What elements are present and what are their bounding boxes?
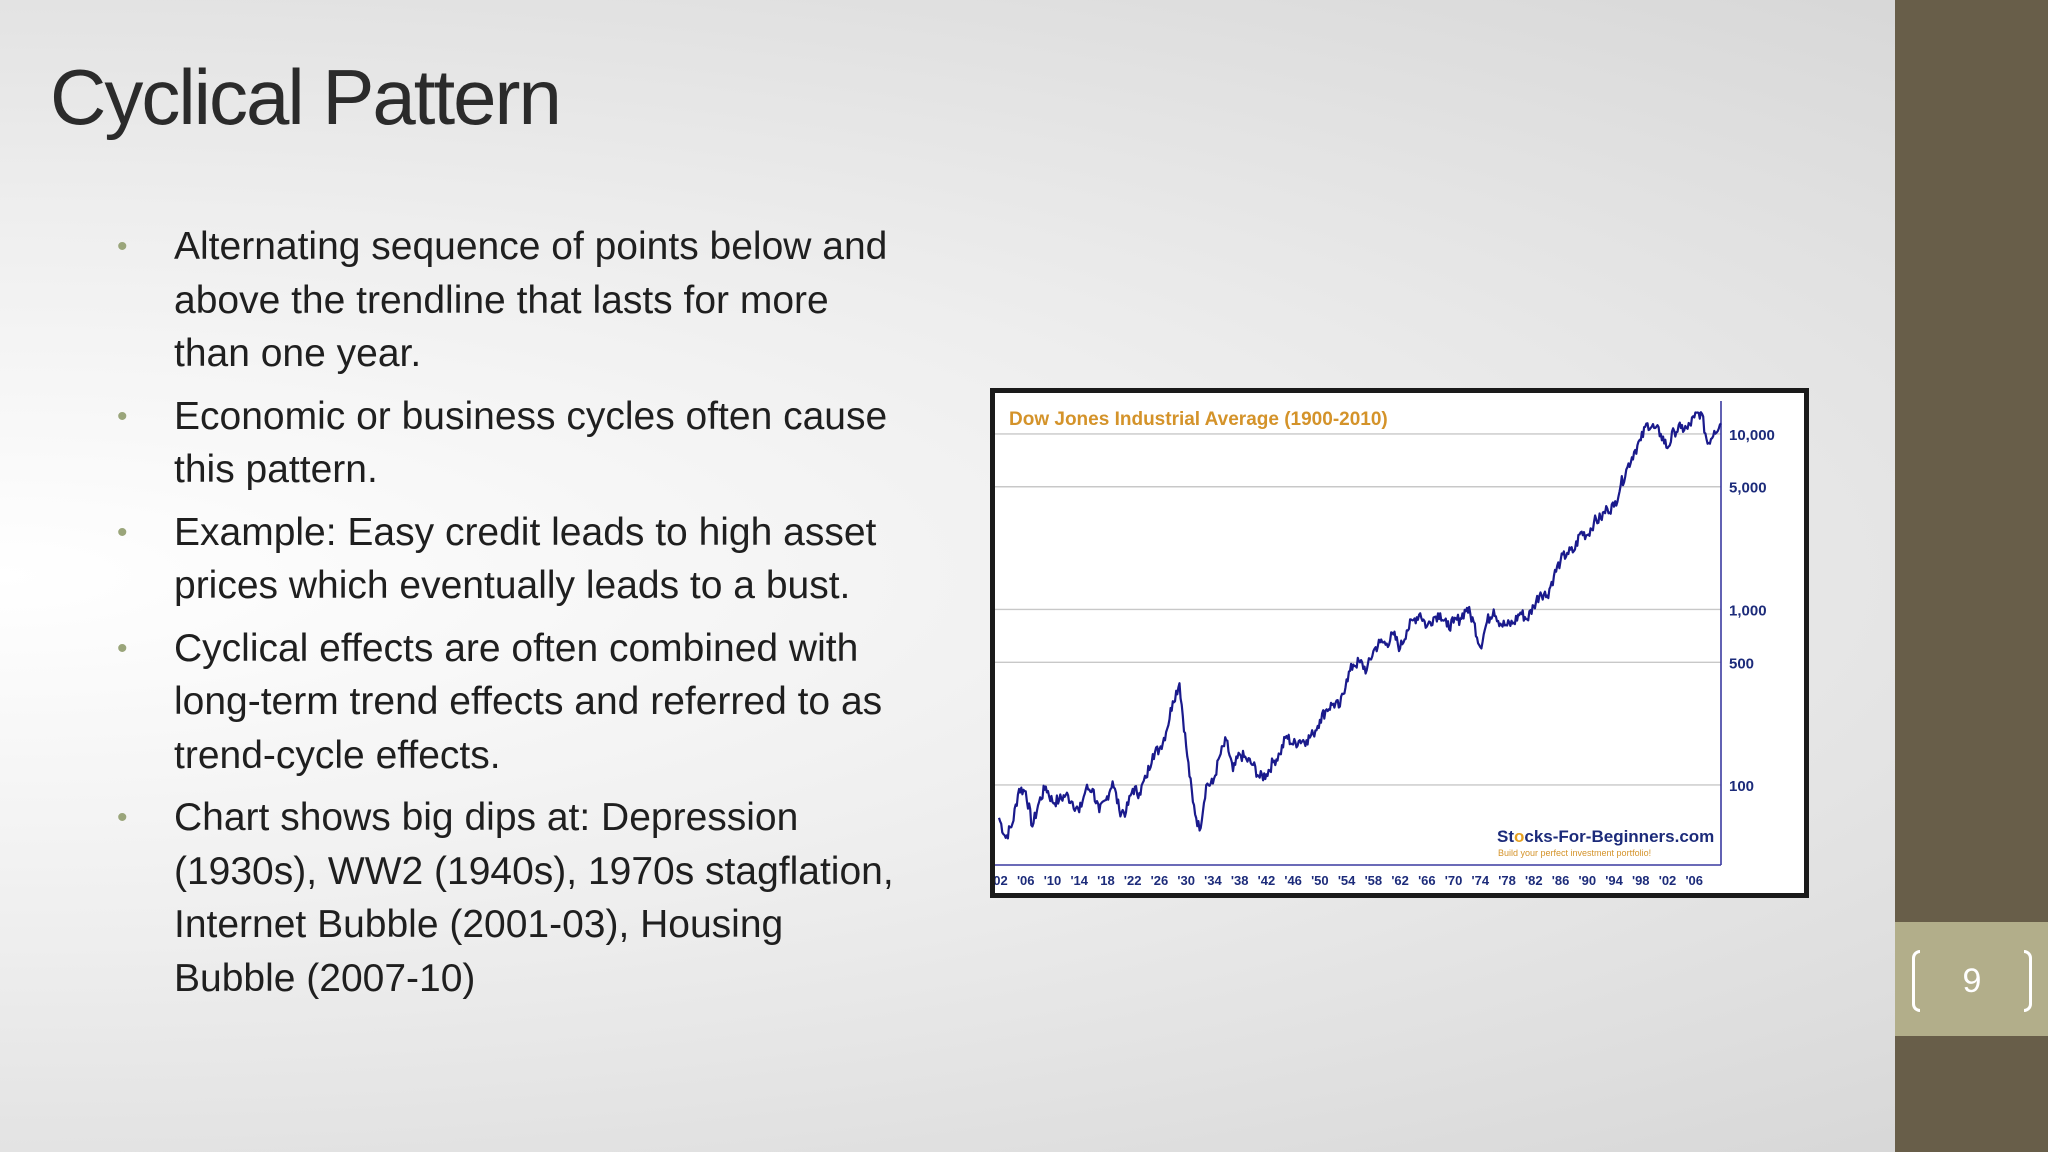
x-tick-label: '34: [1204, 873, 1222, 888]
bullet-item: • Alternating sequence of points below an…: [115, 220, 915, 381]
x-tick-label: '58: [1365, 873, 1383, 888]
x-tick-label: '66: [1418, 873, 1436, 888]
x-tick-label: '14: [1070, 873, 1088, 888]
x-tick-label: '18: [1097, 873, 1115, 888]
x-tick-label: '22: [1124, 873, 1142, 888]
page-number: 9: [1962, 962, 1982, 1000]
page-bracket-left: [1912, 950, 1920, 1012]
x-tick-label: '38: [1231, 873, 1249, 888]
brand-text-o: o: [1514, 827, 1525, 846]
x-tick-label: '54: [1338, 873, 1356, 888]
page-bracket-right: [2024, 950, 2032, 1012]
x-tick-label: '86: [1552, 873, 1570, 888]
dow-jones-chart: 100 500 1,000 5,000 10,000 '02 '06 '10 '14 '18 '22…: [990, 388, 1809, 898]
y-tick-label: 1,000: [1729, 602, 1767, 619]
bullet-dot-icon: •: [117, 399, 128, 433]
chart-brand-tagline: Build your perfect investment portfolio!: [1498, 848, 1652, 858]
bullet-dot-icon: •: [117, 515, 128, 549]
x-tick-label: '62: [1391, 873, 1409, 888]
x-tick-label: '42: [1258, 873, 1276, 888]
x-tick-label: '70: [1445, 873, 1463, 888]
bullet-text: Cyclical effects are often combined with…: [174, 626, 883, 777]
bullet-item: • Cyclical effects are often combined wit…: [115, 622, 915, 783]
x-tick-label: '46: [1284, 873, 1302, 888]
bullet-item: • Example: Easy credit leads to high asse…: [115, 506, 915, 613]
bullet-text: Alternating sequence of points below and…: [174, 225, 888, 375]
x-tick-label: '90: [1579, 873, 1597, 888]
x-tick-label: '74: [1472, 873, 1490, 888]
chart-plot: 100 500 1,000 5,000 10,000 '02 '06 '10 '14 '18 '22…: [995, 401, 1775, 888]
series-line: [997, 411, 1722, 840]
chart-brand: Stocks-For-Beginners.com: [1497, 827, 1714, 847]
bullet-dot-icon: •: [117, 801, 128, 834]
x-tick-label: '10: [1044, 873, 1062, 888]
y-tick-label: 10,000: [1729, 427, 1775, 444]
bullet-list: • Alternating sequence of points below an…: [115, 220, 915, 1014]
chart-title: Dow Jones Industrial Average (1900-2010): [1009, 409, 1388, 430]
y-tick-label: 100: [1729, 778, 1754, 795]
x-tick-label: '06: [1017, 873, 1035, 888]
x-tick-label: '78: [1498, 873, 1516, 888]
brand-text-end: cks-For-Beginners.com: [1524, 827, 1715, 846]
bullet-item: • Economic or business cycles often cause…: [115, 390, 915, 497]
bullet-item: • Chart shows big dips at: Depression (19…: [115, 791, 915, 1005]
bullet-dot-icon: •: [117, 230, 128, 263]
x-tick-label: '30: [1177, 873, 1195, 888]
bullet-dot-icon: •: [117, 631, 128, 665]
x-tick-label: '82: [1525, 873, 1543, 888]
x-tick-label: '06: [1685, 873, 1703, 888]
page-number-box: [1895, 922, 2048, 1036]
x-tick-label: '02: [1659, 873, 1677, 888]
brand-text-start: St: [1497, 827, 1514, 846]
y-tick-label: 500: [1729, 655, 1754, 672]
x-tick-label: '94: [1605, 873, 1623, 888]
bullet-text: Economic or business cycles often cause …: [174, 394, 888, 492]
y-tick-label: 5,000: [1729, 480, 1767, 497]
x-tick-label: '50: [1311, 873, 1329, 888]
x-tick-label: '26: [1151, 873, 1169, 888]
x-tick-label: '98: [1632, 873, 1650, 888]
bullet-text: Example: Easy credit leads to high asset…: [174, 510, 877, 608]
slide-title: Cyclical Pattern: [50, 53, 562, 141]
bullet-text: Chart shows big dips at: Depression (193…: [174, 796, 894, 1000]
x-tick-label: '02: [995, 873, 1008, 888]
